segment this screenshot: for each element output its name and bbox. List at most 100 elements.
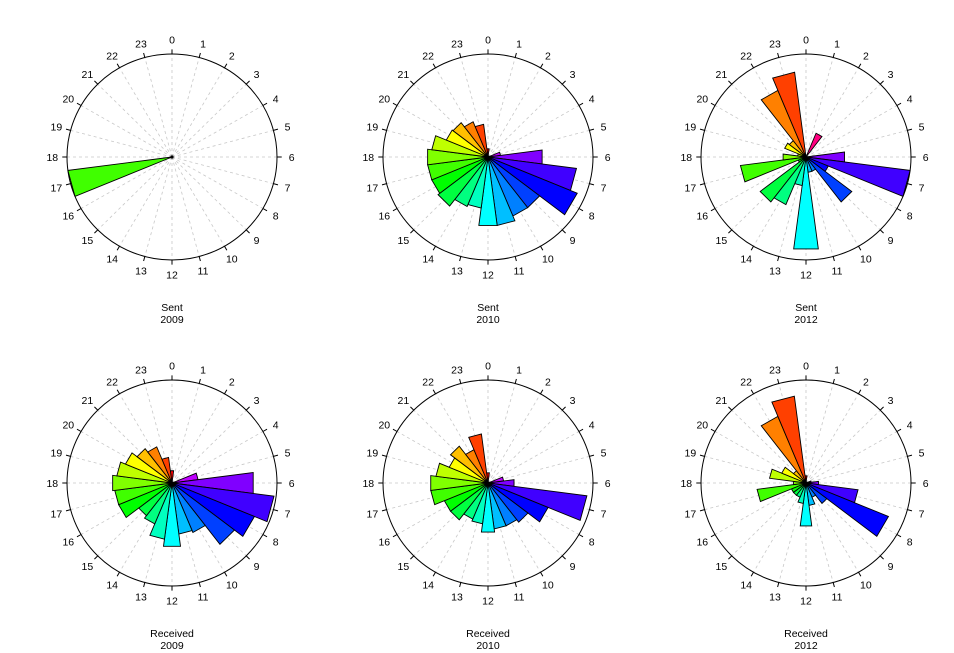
hour-tick-label: 19: [51, 122, 63, 134]
hour-tick-label: 21: [398, 395, 410, 407]
tick-mark: [262, 428, 268, 432]
hour-tick-label: 4: [273, 93, 279, 105]
chart-caption-line1: Sent: [161, 302, 183, 314]
tick-mark: [224, 63, 228, 69]
bar-hour-9: [805, 156, 853, 203]
hour-tick-label: 0: [803, 35, 809, 47]
tick-mark: [561, 555, 566, 560]
hour-tick-label: 12: [166, 595, 178, 607]
radial-gridline: [460, 383, 489, 484]
chart-caption-line2: 2012: [794, 314, 818, 326]
radial-gridline: [171, 156, 200, 257]
tick-mark: [381, 183, 387, 186]
hour-tick-label: 8: [589, 537, 595, 549]
hour-tick-label: 12: [800, 269, 812, 281]
hour-tick-label: 3: [570, 69, 576, 81]
hour-tick-label: 0: [485, 361, 491, 373]
bar-hour-17: [756, 482, 807, 503]
hour-tick-label: 13: [769, 591, 781, 603]
hour-tick-label: 14: [740, 254, 752, 266]
radial-gridline: [171, 482, 225, 573]
hour-tick-label: 1: [834, 39, 840, 51]
tick-mark: [540, 245, 544, 251]
tick-mark: [710, 428, 716, 432]
chart-caption-line2: 2010: [476, 640, 500, 652]
hour-tick-label: 18: [680, 152, 692, 164]
hour-tick-label: 14: [422, 580, 434, 592]
hour-tick-label: 18: [46, 152, 58, 164]
hour-tick-label: 20: [696, 93, 708, 105]
tick-mark: [540, 389, 544, 395]
tick-mark: [879, 555, 884, 560]
hour-tick-label: 21: [82, 395, 94, 407]
hour-tick-label: 22: [106, 376, 118, 388]
radial-gridline: [97, 482, 173, 557]
radial-gridline: [487, 67, 541, 158]
radial-gridline: [487, 83, 563, 158]
tick-mark: [262, 102, 268, 106]
tick-mark: [116, 571, 120, 577]
hour-tick-label: 9: [888, 235, 894, 247]
hour-tick-label: 15: [716, 561, 728, 573]
radial-gridline: [487, 156, 516, 257]
chart-caption-line2: 2009: [160, 314, 184, 326]
radial-gridline: [171, 83, 247, 158]
tick-mark: [273, 509, 279, 512]
radial-gridline: [119, 393, 173, 484]
hour-tick-label: 19: [51, 448, 63, 460]
hour-tick-label: 12: [482, 595, 494, 607]
hour-tick-label: 12: [800, 595, 812, 607]
hour-tick-label: 11: [514, 591, 525, 603]
radial-gridline: [731, 409, 807, 484]
tick-mark: [699, 128, 705, 131]
tick-mark: [578, 102, 584, 106]
tick-mark: [699, 454, 705, 457]
radial-gridline: [171, 156, 264, 209]
hour-tick-label: 2: [863, 376, 869, 388]
hour-tick-label: 22: [422, 50, 434, 62]
radial-gridline: [435, 67, 489, 158]
hour-tick-label: 5: [601, 122, 607, 134]
hour-tick-label: 17: [51, 182, 63, 194]
tick-mark: [907, 183, 913, 186]
tick-mark: [432, 571, 436, 577]
hour-tick-label: 9: [254, 561, 260, 573]
tick-mark: [65, 454, 71, 457]
center-point: [804, 481, 808, 485]
polar-chart-2: 0 1234567891011121314151617181920212223Se…: [362, 35, 610, 326]
chart-caption-line1: Sent: [477, 302, 499, 314]
hour-tick-label: 13: [135, 591, 147, 603]
hour-tick-label: 1: [200, 39, 206, 51]
hour-tick-label: 16: [62, 211, 74, 223]
radial-gridline: [805, 129, 908, 158]
hour-tick-label: 11: [514, 265, 525, 277]
hour-tick-label: 19: [367, 448, 379, 460]
radial-gridline: [171, 156, 225, 247]
hour-tick-label: 3: [254, 69, 260, 81]
hour-tick-label: 18: [680, 478, 692, 490]
radial-gridline: [487, 431, 580, 484]
polar-chart-4: 0 1234567891011121314151617181920212223Re…: [46, 361, 294, 652]
tick-mark: [710, 534, 716, 538]
radial-gridline: [80, 105, 173, 158]
tick-mark: [858, 571, 862, 577]
radial-gridline: [805, 57, 834, 158]
hour-tick-label: 16: [378, 211, 390, 223]
tick-mark: [578, 208, 584, 212]
tick-mark: [777, 378, 780, 384]
hour-tick-label: 6: [923, 478, 929, 490]
tick-mark: [116, 245, 120, 251]
tick-mark: [273, 183, 279, 186]
hour-tick-label: 23: [451, 365, 463, 377]
radial-gridline: [487, 482, 516, 583]
tick-mark: [750, 571, 754, 577]
tick-mark: [750, 63, 754, 69]
radial-gridline: [171, 482, 200, 583]
tick-mark: [432, 63, 436, 69]
radial-gridline: [731, 156, 807, 231]
tick-mark: [514, 52, 517, 58]
radial-gridline: [171, 482, 247, 557]
tick-mark: [832, 256, 835, 262]
tick-mark: [392, 102, 398, 106]
tick-mark: [392, 428, 398, 432]
